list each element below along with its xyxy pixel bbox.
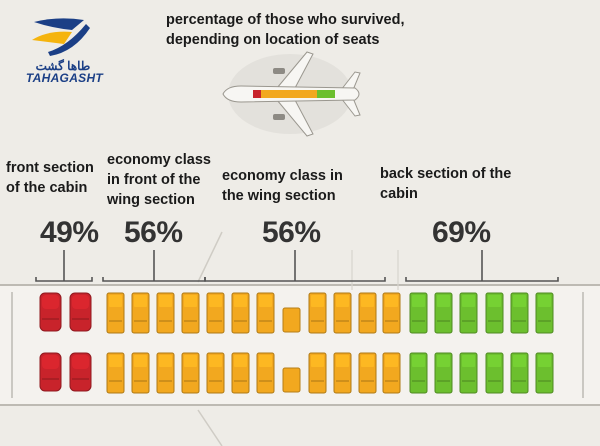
seat-economy-wing-upper-4 [282,307,301,333]
wing-guide-line-bottom [197,409,223,446]
section-percent-back: 69% [432,216,491,249]
seat-back-economy-wing-upper-5 [311,295,324,307]
seat-back-economy-front-upper-2 [134,295,147,307]
seat-back-back-upper-2 [437,295,450,307]
seat-back-economy-wing-upper-1 [209,295,222,307]
section-label-back: back section of the cabin [380,166,512,202]
seat-back-front-lower-2 [72,355,89,369]
seat-back-economy-front-upper-1 [109,295,122,307]
logo-name-english: TAHAGASHT [25,71,104,85]
seat-back-economy-front-lower-3 [159,355,172,367]
seat-back-economy-front-lower-4 [184,355,197,367]
seat-back-economy-wing-lower-7 [361,355,374,367]
seat-back-economy-wing-upper-3 [259,295,272,307]
section-percent-economy-front: 56% [124,216,183,249]
seat-back-economy-wing-lower-2 [234,355,247,367]
bracket-back [405,250,559,282]
section-label-economy-front: economy class in front of the wing secti… [107,152,211,208]
seat-back-economy-wing-lower-5 [311,355,324,367]
seat-back-economy-wing-lower-3 [259,355,272,367]
seat-back-back-upper-5 [513,295,526,307]
seat-back-front-upper-1 [42,295,59,309]
section-label-front: front section of the cabin [6,160,94,196]
seat-back-back-upper-3 [462,295,475,307]
seat-back-back-lower-2 [437,355,450,367]
airplane-icon [222,51,361,137]
seat-back-economy-wing-upper-6 [336,295,349,307]
title-line-2: depending on location of seats [166,32,380,48]
logo-name-persian: طاها گشت [35,59,91,73]
seat-back-front-lower-1 [42,355,59,369]
section-percent-front: 49% [40,216,99,249]
bracket-front [35,250,93,282]
seat-back-back-lower-1 [412,355,425,367]
seat-back-economy-front-lower-1 [109,355,122,367]
seat-back-back-lower-6 [538,355,551,367]
seat-back-economy-wing-upper-7 [361,295,374,307]
bracket-economy-wing [204,250,386,282]
airline-logo-icon [32,18,90,56]
seat-back-back-upper-1 [412,295,425,307]
seat-back-economy-front-upper-4 [184,295,197,307]
bracket-economy-front [102,250,206,282]
seat-back-back-lower-4 [488,355,501,367]
section-label-economy-wing: economy class in the wing section [222,168,343,204]
wing-guide-line-top [197,231,223,283]
seat-back-front-upper-2 [72,295,89,309]
title-line-1: percentage of those who survived, [166,12,405,28]
seat-back-economy-front-lower-2 [134,355,147,367]
seat-back-economy-wing-upper-8 [385,295,398,307]
section-percent-economy-wing: 56% [262,216,321,249]
seat-back-economy-wing-lower-8 [385,355,398,367]
seat-back-back-lower-5 [513,355,526,367]
seat-back-back-lower-3 [462,355,475,367]
seat-back-economy-front-upper-3 [159,295,172,307]
seat-back-economy-wing-lower-1 [209,355,222,367]
seat-back-back-upper-4 [488,295,501,307]
seat-back-back-upper-6 [538,295,551,307]
seat-back-economy-wing-upper-2 [234,295,247,307]
seat-back-economy-wing-lower-6 [336,355,349,367]
seat-economy-wing-lower-4 [282,367,301,393]
